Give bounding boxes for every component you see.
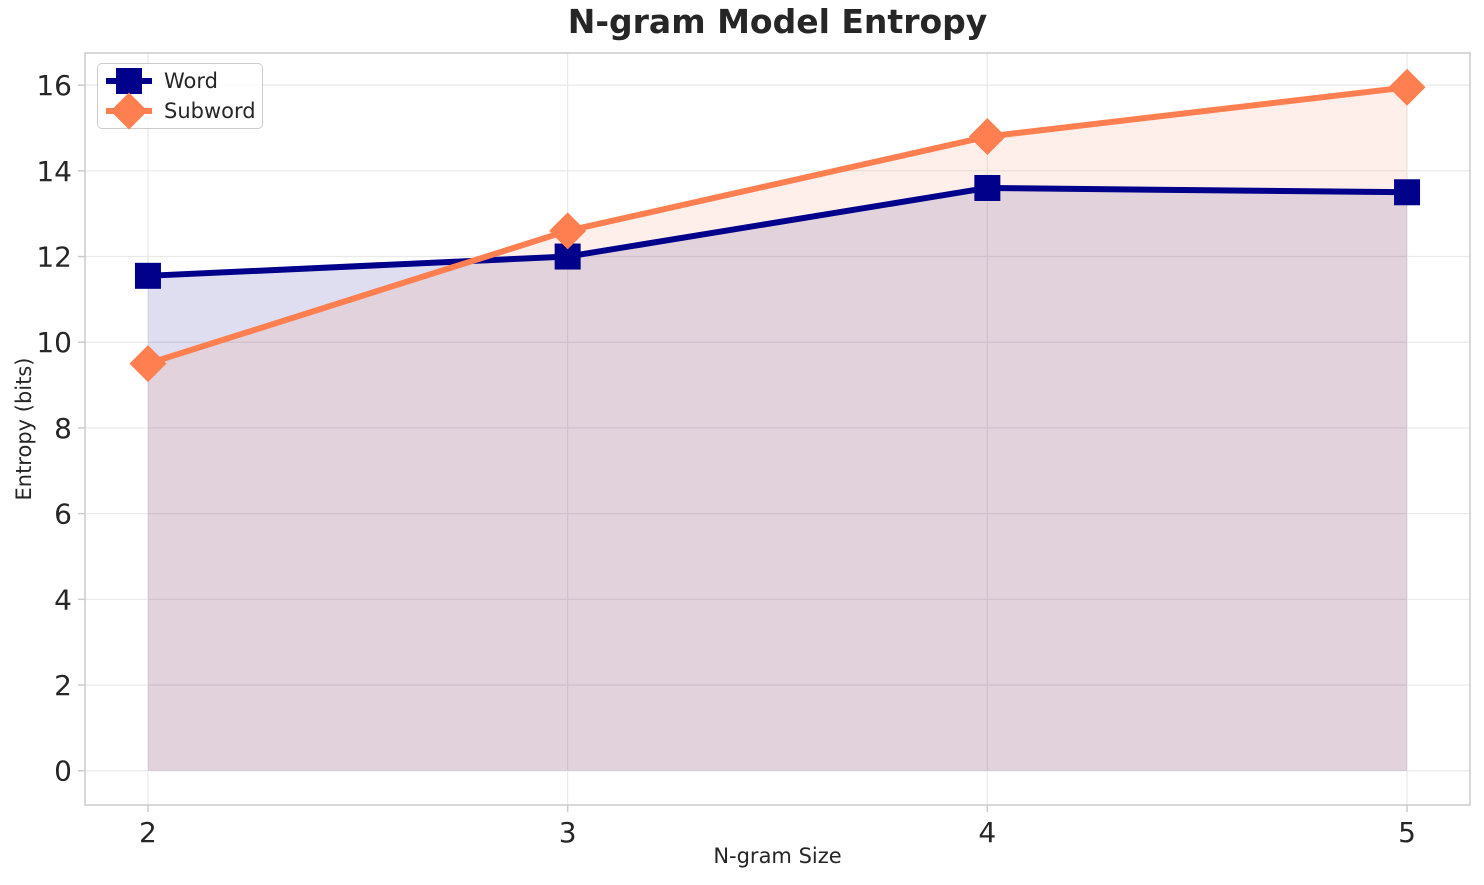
legend-label-subword: Subword: [164, 98, 256, 123]
tick-labels: 0 2 4 6 8 10 12 14 16 2 3 4 5: [36, 69, 1416, 849]
word-markers: [134, 174, 1421, 289]
subword-diamond-marker: [129, 345, 167, 383]
legend-label-word: Word: [164, 68, 218, 93]
y-tick-label: 14: [36, 155, 72, 188]
subword-diamond-marker: [549, 212, 587, 250]
x-tick-label: 4: [978, 816, 996, 849]
y-tick-label: 16: [36, 69, 72, 102]
x-tick-label: 2: [139, 816, 157, 849]
legend: Word Subword: [97, 63, 263, 130]
axes-border: [84, 52, 1471, 806]
subword-markers: [129, 68, 1426, 383]
subword-legend-marker: [110, 92, 148, 130]
y-tick-label: 10: [36, 326, 72, 359]
word-square-marker-icon: [106, 68, 152, 94]
y-axis-label: Entropy (bits): [12, 357, 36, 501]
y-tick-label: 6: [54, 498, 72, 531]
word-square-marker: [974, 174, 1001, 201]
tick-marks: [78, 84, 1408, 812]
subword-diamond-marker: [968, 118, 1006, 156]
x-axis-label: N-gram Size: [713, 844, 842, 868]
subword-area-fill: [147, 87, 1408, 771]
chart-title: N-gram Model Entropy: [567, 2, 988, 41]
y-tick-label: 2: [54, 669, 72, 702]
x-tick-label: 5: [1398, 816, 1416, 849]
word-legend-marker: [116, 68, 142, 94]
word-square-marker: [134, 262, 161, 289]
legend-item-word: Word: [106, 66, 256, 96]
y-tick-label: 0: [54, 755, 72, 788]
word-line: [147, 184, 1408, 279]
word-square-marker: [1394, 179, 1421, 206]
y-tick-label: 4: [54, 583, 72, 616]
subword-line: [147, 84, 1408, 367]
y-tick-label: 8: [54, 412, 72, 445]
subword-diamond-marker-icon: [106, 92, 152, 130]
subword-diamond-marker: [1388, 68, 1426, 106]
x-tick-label: 3: [559, 816, 577, 849]
legend-item-subword: Subword: [106, 92, 256, 130]
y-tick-label: 12: [36, 241, 72, 274]
word-area-fill: [147, 187, 1408, 771]
